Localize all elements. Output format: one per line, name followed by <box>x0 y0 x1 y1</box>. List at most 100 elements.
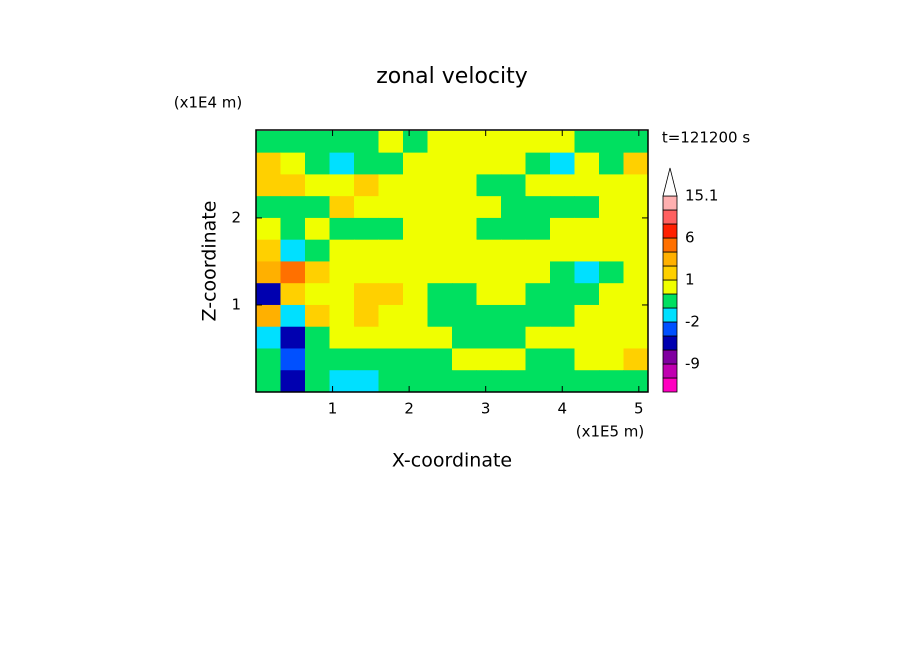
contour-cell <box>550 283 575 306</box>
contour-cell <box>623 304 649 328</box>
x-tick-label: 4 <box>557 400 567 418</box>
contour-cell <box>427 261 453 284</box>
contour-cell <box>599 196 624 219</box>
contour-cell <box>452 152 477 175</box>
contour-cell <box>501 283 526 306</box>
contour-cell <box>329 239 355 262</box>
contour-cell <box>427 348 453 371</box>
contour-cell <box>501 304 526 328</box>
contour-cell <box>599 174 624 197</box>
contour-cell <box>280 217 306 241</box>
contour-cell <box>280 283 306 306</box>
contour-cell <box>329 348 355 371</box>
contour-cell <box>354 152 379 175</box>
contour-cell <box>550 130 575 154</box>
contour-cell <box>280 304 306 328</box>
contour-cell <box>354 283 379 306</box>
contour-cell <box>525 130 551 154</box>
contour-cell <box>525 217 551 241</box>
y-unit: (x1E4 m) <box>174 94 243 112</box>
contour-cell <box>427 196 453 219</box>
colorbar-segment <box>662 321 678 337</box>
contour-cell <box>550 239 575 262</box>
contour-cell <box>427 217 453 241</box>
contour-cell <box>501 152 526 175</box>
contour-cell <box>329 217 355 241</box>
contour-cell <box>256 326 281 349</box>
contour-cell <box>305 152 330 175</box>
contour-cell <box>550 217 575 241</box>
contour-cell <box>550 348 575 371</box>
contour-cell <box>599 239 624 262</box>
contour-cell <box>452 283 477 306</box>
contour-cell <box>550 261 575 284</box>
contour-cell <box>525 239 551 262</box>
y-tick-label: 2 <box>231 208 241 226</box>
contour-cell <box>623 326 649 349</box>
contour-cell <box>525 304 551 328</box>
contour-cell <box>525 174 551 197</box>
colorbar-segment <box>662 237 678 253</box>
contour-cell <box>599 217 624 241</box>
contour-cell <box>476 370 502 393</box>
contour-cell <box>403 326 428 349</box>
contour-cell <box>280 130 306 154</box>
contour-cell <box>305 217 330 241</box>
contour-cell <box>501 174 526 197</box>
contour-cell <box>378 239 404 262</box>
contour-cell <box>525 196 551 219</box>
contour-cell <box>403 196 428 219</box>
contour-cell <box>599 283 624 306</box>
contour-cell <box>476 348 502 371</box>
contour-cell <box>354 130 379 154</box>
contour-cell <box>305 261 330 284</box>
contour-cell <box>256 174 281 197</box>
colorbar-segment <box>662 265 678 281</box>
contour-cell <box>525 283 551 306</box>
contour-cell <box>501 370 526 393</box>
contour-cell <box>501 217 526 241</box>
contour-cell <box>574 261 600 284</box>
contour-cell <box>574 326 600 349</box>
contour-cell <box>403 348 428 371</box>
contour-cell <box>574 283 600 306</box>
contour-cell <box>623 239 649 262</box>
contour-cell <box>550 174 575 197</box>
contour-cell <box>305 174 330 197</box>
y-axis-title: Z-coordinate <box>199 201 221 322</box>
contour-cell <box>476 283 502 306</box>
contour-cell <box>599 326 624 349</box>
contour-cell <box>550 370 575 393</box>
contour-cell <box>574 239 600 262</box>
contour-cell <box>427 130 453 154</box>
colorbar-tick-label: 6 <box>685 229 695 247</box>
colorbar-segment <box>662 377 678 393</box>
contour-cell <box>525 261 551 284</box>
colorbar-tick-label: -2 <box>685 313 700 331</box>
contour-cell <box>525 370 551 393</box>
contour-cell <box>574 348 600 371</box>
contour-cell <box>256 370 281 393</box>
contour-cell <box>378 261 404 284</box>
contour-cell <box>256 130 281 154</box>
contour-cell <box>501 261 526 284</box>
contour-cell <box>280 348 306 371</box>
contour-cell <box>256 196 281 219</box>
contour-cell <box>550 196 575 219</box>
contour-cell <box>427 283 453 306</box>
plot-frame <box>255 129 649 393</box>
contour-cell <box>256 239 281 262</box>
colorbar-segment <box>662 363 678 379</box>
contour-cell <box>427 326 453 349</box>
contour-cell <box>305 283 330 306</box>
colorbar-tick-label: 15.1 <box>685 187 718 205</box>
contour-cell <box>305 130 330 154</box>
contour-cell <box>305 239 330 262</box>
colorbar-tick-label: -9 <box>685 355 700 373</box>
contour-cell <box>378 217 404 241</box>
contour-cell <box>599 261 624 284</box>
contour-cell <box>452 196 477 219</box>
contour-cell <box>280 326 306 349</box>
contour-cell <box>256 283 281 306</box>
